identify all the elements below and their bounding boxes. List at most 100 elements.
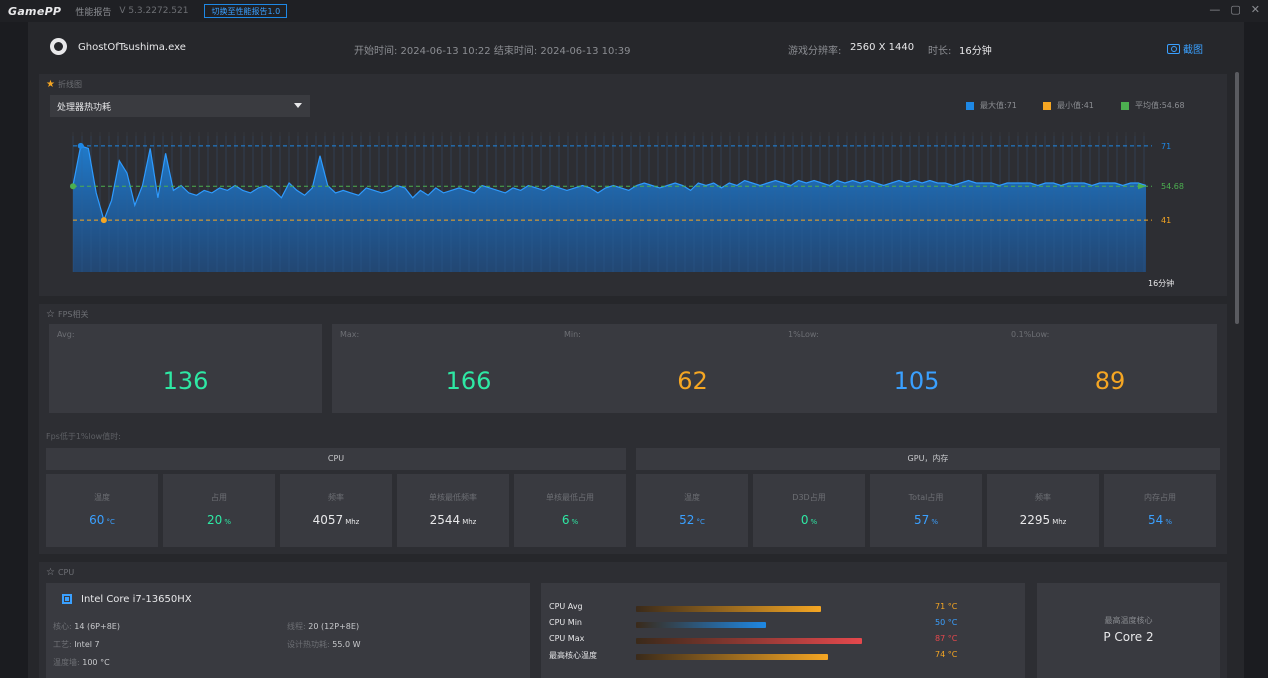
metric-unit: °C (106, 518, 115, 526)
cpu-name: Intel Core i7-13650HX (81, 594, 192, 605)
title-bar: GamePP 性能报告 V 5.3.2272.521 切换至性能报告1.0 — … (0, 0, 1268, 22)
metric-label: 频率 (1035, 493, 1051, 502)
temp-value: 74 °C (935, 650, 958, 659)
fps-panel-title: ☆ FPS相关 (46, 309, 88, 320)
metric-value: 20% (163, 513, 275, 527)
metric-label: 占用 (211, 493, 227, 502)
temp-bar (636, 622, 766, 628)
report-main: GhostOfTsushima.exe 开始时间: 2024-06-13 10:… (28, 22, 1244, 678)
metric-value: 0% (753, 513, 865, 527)
legend-swatch (1043, 101, 1051, 110)
fps-avg-card: Avg: 136 (49, 324, 322, 413)
stat-label: Max: (340, 330, 360, 339)
resolution-label: 游戏分辨率: (788, 46, 842, 57)
metric-label: 内存占用 (1144, 493, 1176, 502)
metric-select[interactable]: 处理器热功耗 (50, 95, 310, 117)
line-chart-title: ★ 折线图 (46, 79, 82, 90)
metric-unit: % (571, 518, 579, 526)
legend-label: 最大值:71 (980, 101, 1017, 110)
metric-number: 60 (89, 513, 105, 527)
metric-unit: Mhz (1052, 518, 1067, 526)
resolution-value: 2560 X 1440 (850, 42, 915, 53)
switch-report-button[interactable]: 切换至性能报告1.0 (204, 4, 288, 18)
cpu-group-header: CPU (46, 448, 626, 470)
fps-01low-card: 0.1%Low: 89 (1003, 324, 1217, 413)
stat-label: 0.1%Low: (1011, 330, 1050, 339)
stat-value: 89 (1094, 367, 1126, 395)
tdp-info: 设计热功耗: 55.0 W (287, 640, 361, 649)
hottest-core-label: 最高温度核心 (1104, 616, 1153, 625)
minimize-icon[interactable]: — (1209, 3, 1221, 16)
gpu-metric-card: Total占用 57% (870, 474, 982, 547)
duration-value: 16分钟 (959, 46, 992, 57)
avg-marker (70, 183, 76, 190)
metric-number: 2544 (429, 513, 461, 527)
stat-label: Avg: (57, 330, 75, 339)
x-end-label: 16分钟 (1148, 278, 1174, 288)
process-info: 工艺: Intel 7 (53, 640, 100, 649)
temp-row: CPU Min 50 °C (549, 618, 1019, 630)
panel-title-text: CPU (57, 568, 75, 577)
legend-min: 最小值:41 (1043, 100, 1094, 111)
metric-label: D3D占用 (792, 493, 826, 502)
metric-value: 2544 Mhz (397, 513, 509, 527)
stat-value: 166 (445, 367, 492, 395)
hottest-core-value: P Core 2 (1103, 630, 1154, 644)
series-area (73, 145, 1146, 272)
chevron-down-icon (294, 103, 302, 108)
cpu-metric-card: 温度 60 °C (46, 474, 158, 547)
metric-unit: % (931, 518, 938, 526)
maximize-icon[interactable]: ▢ (1230, 3, 1241, 16)
panel-title-text: 折线图 (57, 80, 82, 89)
star-filled-icon[interactable]: ★ (46, 79, 55, 90)
session-header: GhostOfTsushima.exe 开始时间: 2024-06-13 10:… (28, 22, 1244, 72)
avg-arrow (1138, 183, 1146, 190)
legend-swatch (966, 101, 974, 110)
metric-number: 57 (914, 513, 930, 527)
ref-line-label: 41 (1161, 216, 1171, 225)
gpu-group-header: GPU，内存 (636, 448, 1220, 470)
threads-info: 线程: 20 (12P+8E) (287, 622, 360, 631)
metric-unit: Mhz (345, 518, 360, 526)
legend-avg: 平均值:54.68 (1121, 100, 1185, 111)
cpu-info-card: Intel Core i7-13650HX 核心: 14 (6P+8E) 线程:… (46, 583, 530, 678)
metric-number: 2295 (1019, 513, 1051, 527)
fps-panel: ☆ FPS相关 Avg: 136 Max: 166 Min: 62 1%Low:… (39, 304, 1227, 554)
screenshot-button[interactable]: 截图 (1167, 41, 1203, 56)
metric-label: 温度 (94, 493, 110, 502)
stat-label: Min: (564, 330, 581, 339)
metric-unit: % (224, 518, 231, 526)
metric-value: 54% (1104, 513, 1216, 527)
gpu-metric-card: 温度 52 °C (636, 474, 748, 547)
max-marker (77, 142, 84, 149)
stat-value: 62 (677, 367, 708, 395)
temp-bar (636, 638, 863, 644)
time-range: 开始时间: 2024-06-13 10:22 结束时间: 2024-06-13 … (354, 46, 631, 57)
metric-value: 57% (870, 513, 982, 527)
ref-line-label: 54.68 (1161, 182, 1184, 191)
version-label: V 5.3.2272.521 (119, 6, 189, 16)
stat-value: 136 (162, 367, 209, 395)
star-outline-icon[interactable]: ☆ (46, 309, 55, 320)
close-icon[interactable]: ✕ (1250, 3, 1260, 16)
star-outline-icon[interactable]: ☆ (46, 567, 55, 578)
temp-value: 87 °C (935, 634, 958, 643)
metric-unit: Mhz (462, 518, 477, 526)
cpu-panel: ☆ CPU Intel Core i7-13650HX 核心: 14 (6P+8… (39, 562, 1227, 678)
metric-number: 0 (800, 513, 809, 527)
app-logo: GamePP (8, 4, 62, 18)
temp-label: 最高核心温度 (549, 651, 597, 660)
metric-unit: % (1165, 518, 1172, 526)
metric-value: 4057 Mhz (280, 513, 392, 527)
metric-value: 2295 Mhz (987, 513, 1099, 527)
temp-bar (636, 654, 829, 660)
legend-label: 平均值:54.68 (1135, 101, 1185, 110)
temp-value: 50 °C (935, 618, 958, 627)
metric-unit: % (810, 518, 818, 526)
cpu-metric-card: 单核最低频率 2544 Mhz (397, 474, 509, 547)
panel-title-text: FPS相关 (57, 310, 89, 319)
scrollbar[interactable] (1235, 72, 1239, 324)
metric-label: 单核最低频率 (429, 493, 477, 502)
temp-label: CPU Max (549, 634, 585, 643)
tjmax-info: 温度墙: 100 °C (53, 658, 110, 667)
